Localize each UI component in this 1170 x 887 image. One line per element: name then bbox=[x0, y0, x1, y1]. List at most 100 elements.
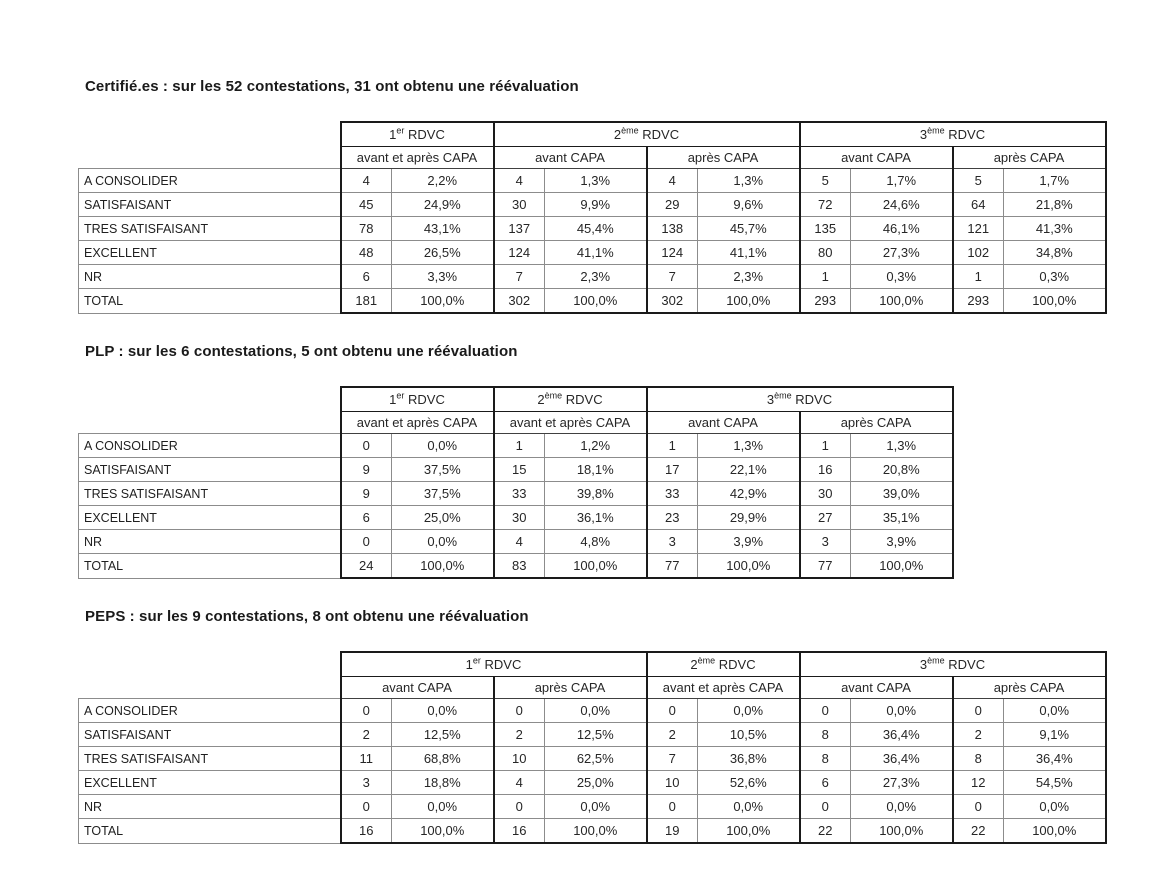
results-table: 1er RDVC 2ème RDVC 3ème RDVC avant et après… bbox=[78, 121, 1107, 314]
percent-cell: 35,1% bbox=[850, 505, 954, 530]
percent-cell: 100,0% bbox=[391, 553, 495, 579]
count-cell: 137 bbox=[492, 216, 545, 241]
percent-cell: 39,0% bbox=[850, 481, 954, 506]
percent-cell: 4,8% bbox=[544, 529, 648, 554]
count-cell: 135 bbox=[798, 216, 851, 241]
count-cell: 8 bbox=[951, 746, 1004, 771]
percent-cell: 37,5% bbox=[391, 457, 495, 482]
section-title: PLP : sur les 6 contestations, 5 ont obt… bbox=[85, 343, 518, 360]
count-cell: 4 bbox=[492, 168, 545, 193]
count-cell: 0 bbox=[339, 794, 392, 819]
percent-cell: 34,8% bbox=[1003, 240, 1107, 265]
table-row: A CONSOLIDER 4 2,2% 4 1,3% 4 1,3% 5 1,7% 5 1,7% bbox=[78, 168, 1107, 193]
count-cell: 9 bbox=[339, 457, 392, 482]
table-row: NR 0 0,0% 4 4,8% 3 3,9% 3 3,9% bbox=[78, 529, 954, 554]
percent-cell: 0,0% bbox=[391, 794, 495, 819]
rdvc-number: 2 bbox=[537, 392, 545, 407]
count-cell: 302 bbox=[492, 288, 545, 314]
percent-cell: 18,1% bbox=[544, 457, 648, 482]
rdvc-label: RDVC bbox=[404, 392, 445, 407]
count-cell: 80 bbox=[798, 240, 851, 265]
table-row: TRES SATISFAISANT 9 37,5% 33 39,8% 33 42,9% 30 3… bbox=[78, 481, 954, 506]
rdvc-ordinal-suffix: ème bbox=[927, 125, 945, 136]
percent-cell: 100,0% bbox=[391, 288, 495, 314]
capa-sub-header: avant et après CAPA bbox=[645, 676, 801, 699]
rdvc-number: 3 bbox=[919, 127, 928, 142]
table-corner-cell bbox=[79, 387, 341, 412]
percent-cell: 29,9% bbox=[697, 505, 801, 530]
row-label: A CONSOLIDER bbox=[78, 433, 341, 458]
percent-cell: 0,0% bbox=[697, 794, 801, 819]
count-cell: 72 bbox=[798, 192, 851, 217]
row-label: A CONSOLIDER bbox=[78, 698, 341, 723]
count-cell: 77 bbox=[798, 553, 851, 579]
count-cell: 3 bbox=[339, 770, 392, 795]
percent-cell: 100,0% bbox=[850, 553, 954, 579]
rdvc-ordinal-suffix: ème bbox=[927, 655, 945, 666]
rdvc-ordinal-suffix: ème bbox=[697, 655, 716, 666]
row-label: TOTAL bbox=[78, 818, 341, 844]
count-cell: 29 bbox=[645, 192, 698, 217]
count-cell: 2 bbox=[645, 722, 698, 747]
percent-cell: 36,1% bbox=[544, 505, 648, 530]
percent-cell: 100,0% bbox=[697, 288, 801, 314]
count-cell: 16 bbox=[798, 457, 851, 482]
count-cell: 0 bbox=[645, 698, 698, 723]
count-cell: 1 bbox=[645, 433, 698, 458]
capa-sub-header: avant et après CAPA bbox=[492, 411, 648, 434]
count-cell: 16 bbox=[492, 818, 545, 844]
percent-cell: 3,3% bbox=[391, 264, 495, 289]
rdvc-group-header: 2ème RDVC bbox=[492, 386, 648, 412]
rdvc-ordinal-suffix: er bbox=[396, 390, 405, 401]
capa-sub-header: après CAPA bbox=[645, 146, 801, 169]
table-row: TOTAL 24 100,0% 83 100,0% 77 100,0% 77 100,0% bbox=[78, 553, 954, 579]
count-cell: 12 bbox=[951, 770, 1004, 795]
percent-cell: 2,3% bbox=[697, 264, 801, 289]
percent-cell: 9,1% bbox=[1003, 722, 1107, 747]
percent-cell: 100,0% bbox=[697, 553, 801, 579]
count-cell: 30 bbox=[492, 192, 545, 217]
count-cell: 124 bbox=[645, 240, 698, 265]
table-row: EXCELLENT 48 26,5% 124 41,1% 124 41,1% 80 27,3% 1… bbox=[78, 240, 1107, 265]
count-cell: 0 bbox=[492, 698, 545, 723]
rdvc-number: 2 bbox=[690, 657, 698, 672]
count-cell: 22 bbox=[951, 818, 1004, 844]
rdvc-number: 3 bbox=[766, 392, 775, 407]
percent-cell: 10,5% bbox=[697, 722, 801, 747]
row-label: TRES SATISFAISANT bbox=[78, 216, 341, 241]
capa-sub-header: avant et après CAPA bbox=[339, 146, 495, 169]
rdvc-group-header: 3ème RDVC bbox=[645, 386, 954, 412]
percent-cell: 100,0% bbox=[544, 288, 648, 314]
row-label: NR bbox=[78, 264, 341, 289]
count-cell: 2 bbox=[951, 722, 1004, 747]
rdvc-label: RDVC bbox=[791, 392, 833, 407]
section-peps: PEPS : sur les 9 contestations, 8 ont ob… bbox=[78, 608, 1150, 844]
count-cell: 2 bbox=[492, 722, 545, 747]
percent-cell: 54,5% bbox=[1003, 770, 1107, 795]
count-cell: 5 bbox=[798, 168, 851, 193]
count-cell: 4 bbox=[492, 770, 545, 795]
percent-cell: 36,8% bbox=[697, 746, 801, 771]
count-cell: 0 bbox=[951, 794, 1004, 819]
count-cell: 11 bbox=[339, 746, 392, 771]
table-row: A CONSOLIDER 0 0,0% 0 0,0% 0 0,0% 0 0,0% 0 0,0% bbox=[78, 698, 1107, 723]
count-cell: 3 bbox=[645, 529, 698, 554]
percent-cell: 9,6% bbox=[697, 192, 801, 217]
table-row: SATISFAISANT 9 37,5% 15 18,1% 17 22,1% 16 20,8% bbox=[78, 457, 954, 482]
table-corner-cell bbox=[79, 147, 341, 169]
percent-cell: 42,9% bbox=[697, 481, 801, 506]
count-cell: 293 bbox=[798, 288, 851, 314]
percent-cell: 100,0% bbox=[391, 818, 495, 844]
row-label: TRES SATISFAISANT bbox=[78, 481, 341, 506]
percent-cell: 100,0% bbox=[544, 818, 648, 844]
table-corner-cell bbox=[79, 652, 341, 677]
percent-cell: 0,0% bbox=[391, 698, 495, 723]
row-label: TOTAL bbox=[78, 288, 341, 314]
section-title: PEPS : sur les 9 contestations, 8 ont ob… bbox=[85, 608, 529, 625]
count-cell: 8 bbox=[798, 722, 851, 747]
table-corner-cell bbox=[79, 122, 341, 147]
count-cell: 22 bbox=[798, 818, 851, 844]
rdvc-ordinal-suffix: ème bbox=[621, 125, 639, 136]
count-cell: 4 bbox=[645, 168, 698, 193]
count-cell: 5 bbox=[951, 168, 1004, 193]
